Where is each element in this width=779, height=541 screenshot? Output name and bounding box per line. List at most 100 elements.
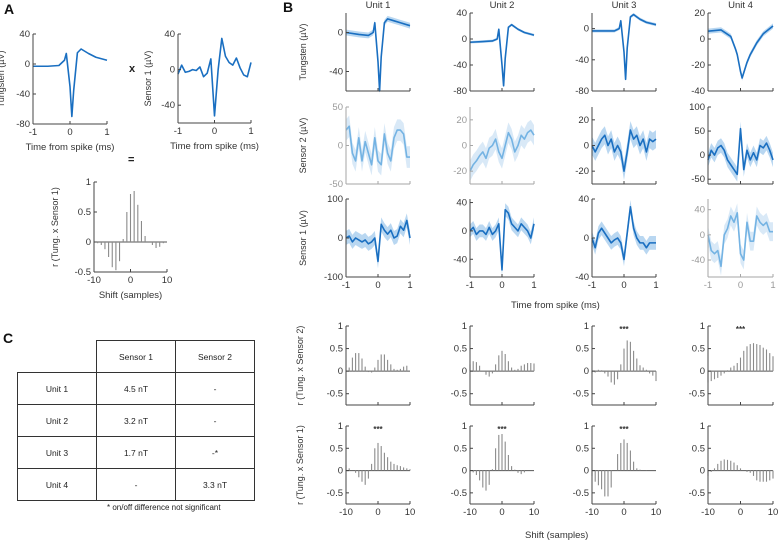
chart-b_u3_corr_s1: *** 1 0.5 0 -0.5 -10 0 10 <box>573 421 662 518</box>
x-tick-label: -1 <box>588 280 596 291</box>
x-tick-label: 1 <box>531 280 536 291</box>
equals-operator: = <box>128 154 135 166</box>
y-tick-label: 40 <box>19 29 30 40</box>
y-tick-label: -40 <box>16 89 30 100</box>
significance-stars: *** <box>619 425 629 434</box>
x-tick-label: -1 <box>704 280 712 291</box>
table-row: Unit 2 3.2 nT - <box>17 404 255 437</box>
x-tick-label: 0 <box>738 507 743 518</box>
x-tick-label: 10 <box>651 507 662 518</box>
waveform-line <box>469 129 535 172</box>
y-axis-label: r (Tung. x Sensor 1) <box>50 187 60 267</box>
y-tick-label: -40 <box>453 60 467 71</box>
y-tick-label: 0.5 <box>330 344 343 355</box>
y-tick-label: 1 <box>338 421 343 432</box>
y-tick-label: 50 <box>332 102 343 113</box>
y-tick-label: -100 <box>324 272 343 283</box>
y-tick-label: 0 <box>700 366 705 377</box>
x-tick-label: 10 <box>529 507 540 518</box>
multiply-operator: x <box>129 63 136 75</box>
y-tick-label: 0 <box>338 141 343 152</box>
y-tick-label: 20 <box>694 8 705 19</box>
y-tick-label: 0 <box>584 141 589 152</box>
chart-b_u3_sensor2: 20 0 -20 <box>575 107 657 185</box>
y-tick-label: -40 <box>575 55 589 66</box>
chart-a_tungsten: 40 0 -40 -80-1 0 1 Tungsten (µV) Time from spik… <box>0 29 114 153</box>
table-corner <box>18 341 97 373</box>
y-tick-label: 0 <box>584 366 589 377</box>
chart-b_u1_sensor1: 100 0 -100-1 0 1 Sensor 1 (µV) <box>298 194 413 291</box>
y-tick-label: -0.5 <box>327 488 343 499</box>
table-cell-sensor1: 1.7 nT <box>96 436 176 469</box>
table-cell-unit: Unit 1 <box>17 372 97 405</box>
table-cell-sensor1: 4.5 nT <box>96 372 176 405</box>
table-cell-sensor2: - <box>175 404 255 437</box>
y-tick-label: 0 <box>338 466 343 477</box>
y-tick-label: -0.5 <box>573 488 589 499</box>
y-tick-label: 0 <box>462 141 467 152</box>
chart-b_u1_corr_s1: *** 1 0.5 0 -0.5 -10 0 10 r (Tung. x Sensor 1) <box>295 421 415 518</box>
significance-stars: *** <box>619 325 629 334</box>
error-band <box>592 199 656 267</box>
y-tick-label: 1 <box>700 421 705 432</box>
panel-label-c: C <box>3 330 14 346</box>
x-tick-label: 1 <box>104 127 109 138</box>
y-tick-label: -20 <box>575 166 589 177</box>
waveform-line <box>345 125 410 166</box>
y-tick-label: 0 <box>700 34 705 45</box>
waveform-line <box>345 219 411 263</box>
x-tick-label: -1 <box>342 280 350 291</box>
y-tick-label: -40 <box>453 254 467 265</box>
waveform-line <box>707 127 774 176</box>
waveform-line <box>469 23 535 87</box>
unit-title: Unit 1 <box>366 0 391 11</box>
table-header-sensor1: Sensor 1 <box>96 340 176 373</box>
unit-title: Unit 4 <box>728 0 753 11</box>
waveform-line <box>177 37 252 117</box>
y-tick-label: -0.5 <box>689 389 705 400</box>
chart-b_u4_corr_s1: 1 0.5 0 -0.5 -10 0 10 <box>689 421 779 518</box>
chart-b_u3_corr_s2: *** 1 0.5 0 -0.5 <box>573 321 657 406</box>
y-tick-label: 0.5 <box>330 443 343 454</box>
shift-xlabel-shared: Shift (samples) <box>525 530 589 541</box>
x-tick-label: 0 <box>67 127 72 138</box>
chart-b_u2_sensor1: 40 0 -40 -1 0 1 <box>453 198 536 291</box>
y-tick-label: 40 <box>456 198 467 209</box>
y-tick-label: 1 <box>338 321 343 332</box>
chart-a_corr: 1 0.5 0 -0.5-10 0 10 r (Tung. x Sensor 1) Shift… <box>50 177 172 301</box>
y-axis-label: Sensor 1 (µV) <box>298 210 308 266</box>
y-tick-label: 40 <box>164 29 175 40</box>
y-tick-label: 0 <box>462 466 467 477</box>
y-axis-label: Tungsten (µV) <box>298 24 308 81</box>
y-tick-label: 0.5 <box>454 344 467 355</box>
x-tick-label: -10 <box>701 507 715 518</box>
chart-b_u4_corr_s2: *** 1 0.5 0 -0.5 <box>689 321 774 406</box>
chart-b_u2_corr_s1: *** 1 0.5 0 -0.5 -10 0 10 <box>451 421 540 518</box>
y-tick-label: 1 <box>584 321 589 332</box>
y-tick-label: 1 <box>462 321 467 332</box>
table-cell-sensor1: 3.2 nT <box>96 404 176 437</box>
y-tick-label: -0.5 <box>75 267 91 278</box>
y-tick-label: 100 <box>689 102 705 113</box>
y-tick-label: -20 <box>691 60 705 71</box>
x-axis-label: Shift (samples) <box>99 290 162 301</box>
error-band <box>346 115 410 176</box>
y-tick-label: 0.5 <box>576 443 589 454</box>
table-header-sensor2: Sensor 2 <box>175 340 255 373</box>
waveform-line <box>469 208 535 271</box>
y-tick-label: 0.5 <box>692 443 705 454</box>
y-tick-label: 0 <box>462 34 467 45</box>
chart-b_u2_sensor2: 20 0 -20 <box>453 107 535 185</box>
y-tick-label: 0 <box>584 466 589 477</box>
y-tick-label: -80 <box>453 86 467 97</box>
y-tick-label: 0.5 <box>78 207 91 218</box>
x-tick-label: -10 <box>87 275 101 286</box>
table-row: Unit 3 1.7 nT -* <box>17 436 255 469</box>
y-tick-label: 0.5 <box>576 344 589 355</box>
significance-stars: *** <box>373 425 383 434</box>
y-tick-label: 40 <box>694 205 705 216</box>
unit-title: Unit 2 <box>490 0 515 11</box>
x-axis-label: Time from spike (ms) <box>26 142 115 153</box>
chart-b_u1_sensor2: 50 0 -50 Sensor 2 (µV) <box>298 102 411 190</box>
